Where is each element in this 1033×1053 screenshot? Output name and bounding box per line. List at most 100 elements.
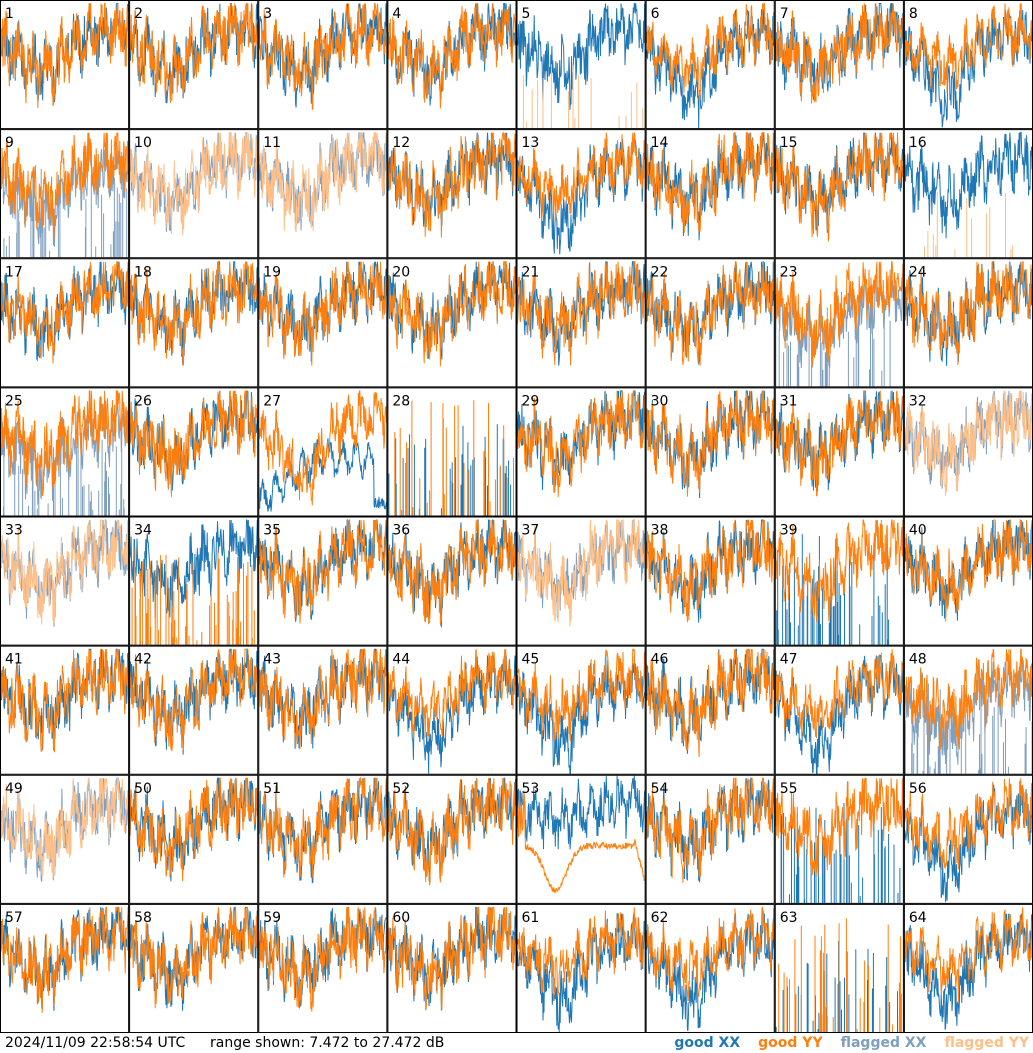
panel-54-label: 54 [651, 781, 669, 797]
panel-27-label: 27 [263, 393, 281, 409]
panel-4-frame [387, 0, 517, 130]
panel-23-label: 23 [780, 264, 798, 280]
panel-5-xx-line [517, 3, 646, 110]
panel-41-yy-line [0, 648, 129, 753]
panel-14-label: 14 [651, 135, 669, 151]
panel-61-xx-line [517, 913, 646, 1033]
panel-32-label: 32 [909, 393, 927, 409]
panel-14-frame [645, 129, 775, 259]
panel-8-xx-line [904, 9, 1033, 128]
panel-10-traces [129, 131, 258, 236]
panel-53-frame [516, 774, 646, 904]
panel-53-yy-line [517, 790, 645, 894]
panel-17-frame [0, 258, 130, 388]
panel-37-frame [516, 516, 646, 646]
panel-11-traces [258, 131, 387, 233]
panel-7-xx-line [775, 3, 904, 100]
panel-3-yy-line [259, 3, 387, 110]
panel-55-frame [774, 774, 904, 904]
panel-63-frame [774, 903, 904, 1033]
panel-37-label: 37 [522, 523, 540, 539]
panel-13-frame [516, 129, 646, 259]
panel-2-yy-line [129, 3, 258, 104]
panel-38-yy-line [646, 519, 775, 623]
panel-47-frame [774, 645, 904, 775]
panel-30-traces [646, 390, 775, 499]
panel-62-xx-line [646, 913, 775, 1032]
panel-13-traces [517, 132, 646, 255]
panel-52-label: 52 [392, 781, 410, 797]
legend: good XX good YY flagged XX flagged YY [674, 1035, 1029, 1051]
panel-59-label: 59 [263, 910, 281, 926]
legend-flagged-xx: flagged XX [840, 1035, 927, 1051]
panel-10-frame [129, 129, 259, 259]
panel-54-yy-line [646, 777, 775, 883]
panel-51-traces [258, 776, 387, 884]
panel-5-yy-flagged [522, 64, 644, 129]
panel-16-yy-flagged [924, 191, 1013, 258]
panel-25-yy-line [0, 390, 129, 497]
panel-54-traces [646, 777, 775, 883]
panel-20-yy-line [387, 261, 516, 367]
panel-63-traces [775, 918, 902, 1032]
panel-9-frame [0, 129, 130, 259]
panel-35-xx-line [258, 519, 387, 622]
panel-9-yy-line [0, 132, 129, 238]
panel-52-yy-line [387, 778, 516, 886]
panel-7-yy-line [775, 3, 904, 104]
panel-30-yy-line [646, 390, 775, 497]
panel-40-yy-line [904, 519, 1033, 622]
panel-50-label: 50 [134, 781, 152, 797]
panel-22-label: 22 [651, 264, 669, 280]
panel-31-frame [774, 387, 904, 517]
panel-9-label: 9 [5, 135, 14, 151]
panel-11-frame [258, 129, 388, 259]
panel-60-label: 60 [392, 910, 410, 926]
panel-28-yy-spikes [394, 400, 514, 516]
panel-17-label: 17 [5, 264, 23, 280]
panel-36-traces [387, 519, 516, 629]
panel-34-yy-spikes [131, 547, 255, 645]
panel-27-xx-line [258, 436, 387, 512]
panel-22-frame [645, 258, 775, 388]
panel-61-label: 61 [522, 910, 540, 926]
panel-10-label: 10 [134, 135, 152, 151]
panel-55-yy-line [775, 777, 904, 877]
panel-59-yy-line [258, 907, 387, 1012]
panel-8-label: 8 [909, 6, 918, 22]
panel-59-frame [258, 903, 388, 1033]
panel-34-label: 34 [134, 523, 152, 539]
panel-44-yy-line [387, 649, 516, 740]
panel-21-label: 21 [522, 264, 540, 280]
panel-20-frame [387, 258, 517, 388]
panel-23-yy-line [775, 261, 904, 366]
panel-60-yy-line [387, 906, 516, 1012]
panel-25-label: 25 [5, 393, 23, 409]
panel-64-label: 64 [909, 910, 927, 926]
panel-8-traces [904, 3, 1033, 128]
panel-2-frame [129, 0, 259, 130]
panel-26-yy-line [129, 390, 258, 497]
panel-24-traces [904, 261, 1033, 366]
panel-15-yy-line [775, 132, 904, 242]
panel-12-label: 12 [392, 135, 410, 151]
panel-61-traces [517, 907, 646, 1033]
panel-58-label: 58 [134, 910, 152, 926]
panel-51-yy-line [258, 776, 387, 880]
panel-36-label: 36 [392, 523, 410, 539]
panel-45-frame [516, 645, 646, 775]
panel-35-yy-line [258, 519, 387, 624]
range-shown-text: range shown: 7.472 to 27.472 dB [210, 1035, 445, 1051]
panel-3-label: 3 [263, 6, 272, 22]
panel-42-label: 42 [134, 652, 152, 668]
panel-16-label: 16 [909, 135, 927, 151]
panel-44-label: 44 [392, 652, 410, 668]
panel-28-frame [387, 387, 517, 517]
panel-37-yy-flagged-line [517, 519, 646, 627]
panel-14-traces [646, 132, 775, 241]
panel-43-frame [258, 645, 388, 775]
panel-58-yy-line [129, 906, 258, 1009]
panel-48-yy-line [904, 648, 1033, 750]
panel-33-traces [0, 519, 129, 627]
panel-45-label: 45 [522, 652, 540, 668]
